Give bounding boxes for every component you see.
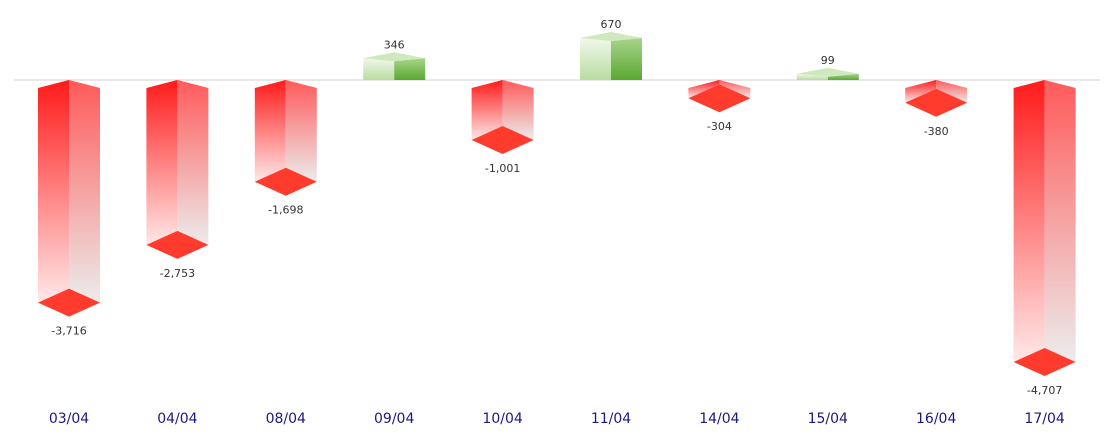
value-label: -1,001 <box>485 162 520 175</box>
bar-cap <box>363 52 426 62</box>
bar <box>1013 80 1076 376</box>
value-label: -3,716 <box>51 325 86 338</box>
bar <box>796 67 859 80</box>
bar <box>580 32 642 80</box>
category-label: 04/04 <box>157 411 197 427</box>
bar <box>38 80 100 317</box>
category-label: 14/04 <box>699 411 739 427</box>
bar-front-face <box>796 73 828 80</box>
value-label: -1,698 <box>268 204 303 217</box>
bar-side-face <box>502 80 534 140</box>
bar-side-face <box>285 80 317 182</box>
bar-front-face <box>471 80 503 140</box>
bar-front-face <box>38 80 69 303</box>
category-label: 15/04 <box>808 411 848 427</box>
bar-front-face <box>146 80 178 245</box>
bar-front-face <box>688 80 720 99</box>
category-label: 10/04 <box>482 411 522 427</box>
category-label: 08/04 <box>266 411 306 427</box>
bar-side-face <box>611 38 642 80</box>
bar-front-face <box>1013 80 1045 362</box>
bar-side-face <box>827 73 859 80</box>
bar-front-face <box>254 80 286 182</box>
bar-cap <box>146 230 209 259</box>
bar-cap <box>905 88 968 117</box>
bar <box>254 80 317 196</box>
bar-side-face <box>69 80 100 303</box>
bar-side-face <box>936 80 968 103</box>
bar <box>905 80 968 117</box>
value-label: 670 <box>601 18 622 31</box>
category-label: 16/04 <box>916 411 956 427</box>
bar-cap <box>471 125 534 154</box>
bar-front-face <box>580 38 611 80</box>
bar-cap <box>254 167 317 196</box>
bar-cap <box>796 67 859 77</box>
bar-side-face <box>719 80 751 99</box>
value-label: -380 <box>924 125 949 138</box>
bar <box>363 52 426 80</box>
bar-side-face <box>177 80 209 245</box>
bar-front-face <box>363 58 395 80</box>
category-label: 09/04 <box>374 411 414 427</box>
value-label: -2,753 <box>160 267 195 280</box>
category-label: 11/04 <box>591 411 631 427</box>
value-label: -304 <box>707 120 732 133</box>
bar-cap <box>1013 348 1076 376</box>
bar-front-face <box>905 80 937 103</box>
bar <box>688 80 751 113</box>
labels-layer: -3,716 03/04 -2,753 04/04 -1,698 08/04 346 09/0… <box>49 18 1065 427</box>
bar-cap <box>38 288 100 317</box>
bar-cap <box>580 32 642 41</box>
value-label: -4,707 <box>1027 384 1062 397</box>
bar-side-face <box>1044 80 1076 362</box>
bar-side-face <box>394 58 426 80</box>
bar <box>471 80 534 154</box>
value-label: 346 <box>384 38 405 51</box>
bars-layer <box>38 32 1076 376</box>
bar-cap <box>688 84 751 113</box>
category-label: 03/04 <box>49 411 89 427</box>
category-label: 17/04 <box>1024 411 1064 427</box>
value-label: 99 <box>821 54 835 67</box>
bar <box>146 80 209 259</box>
